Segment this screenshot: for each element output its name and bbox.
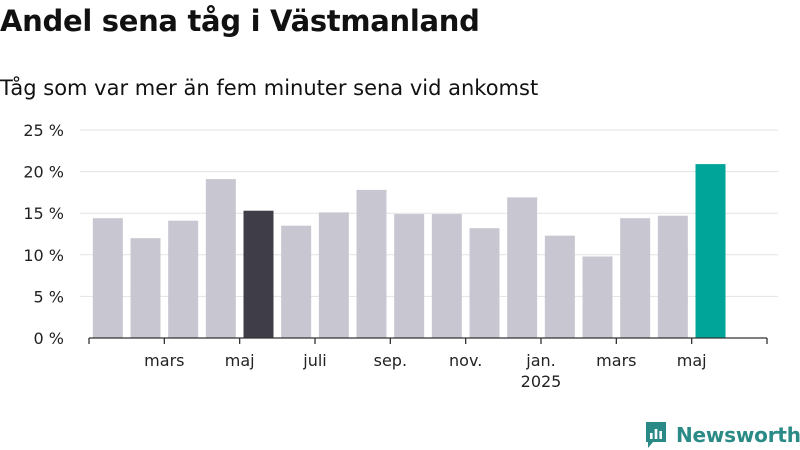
x-tick-label: maj [225,351,255,370]
bar [657,215,688,338]
newsworthy-logo-icon [646,422,666,448]
bar [356,189,387,338]
bar [431,214,462,338]
y-tick-label: 25 % [23,121,64,140]
chart-title: Andel sena tåg i Västmanland [0,4,480,38]
x-tick-sublabel: 2025 [521,372,562,391]
bar [281,225,312,338]
chart-subtitle: Tåg som var mer än fem minuter sena vid … [0,76,539,100]
bar [544,235,575,338]
y-tick-label: 15 % [23,204,64,223]
bar [695,164,726,338]
bar [620,218,651,338]
x-tick-label: maj [677,351,707,370]
x-tick-label: jan. [525,351,555,370]
y-tick-label: 10 % [23,246,64,265]
bar [318,212,349,338]
y-tick-label: 0 % [34,329,64,348]
x-tick-label: sep. [374,351,407,370]
y-tick-label: 20 % [23,163,64,182]
bar [507,197,538,338]
bar [582,256,613,338]
bar [92,218,123,338]
y-tick-label: 5 % [34,287,64,306]
brand-logo: Newsworthy [644,420,800,450]
bar [469,228,500,338]
bar [394,214,425,338]
x-tick-label: mars [596,351,636,370]
bar [168,220,199,338]
bar [205,179,236,338]
x-tick-label: nov. [449,351,482,370]
bar [130,238,161,338]
brand-name: Newsworthy [676,423,800,447]
bar [243,210,274,338]
x-tick-label: juli [302,351,326,370]
x-tick-label: mars [144,351,184,370]
